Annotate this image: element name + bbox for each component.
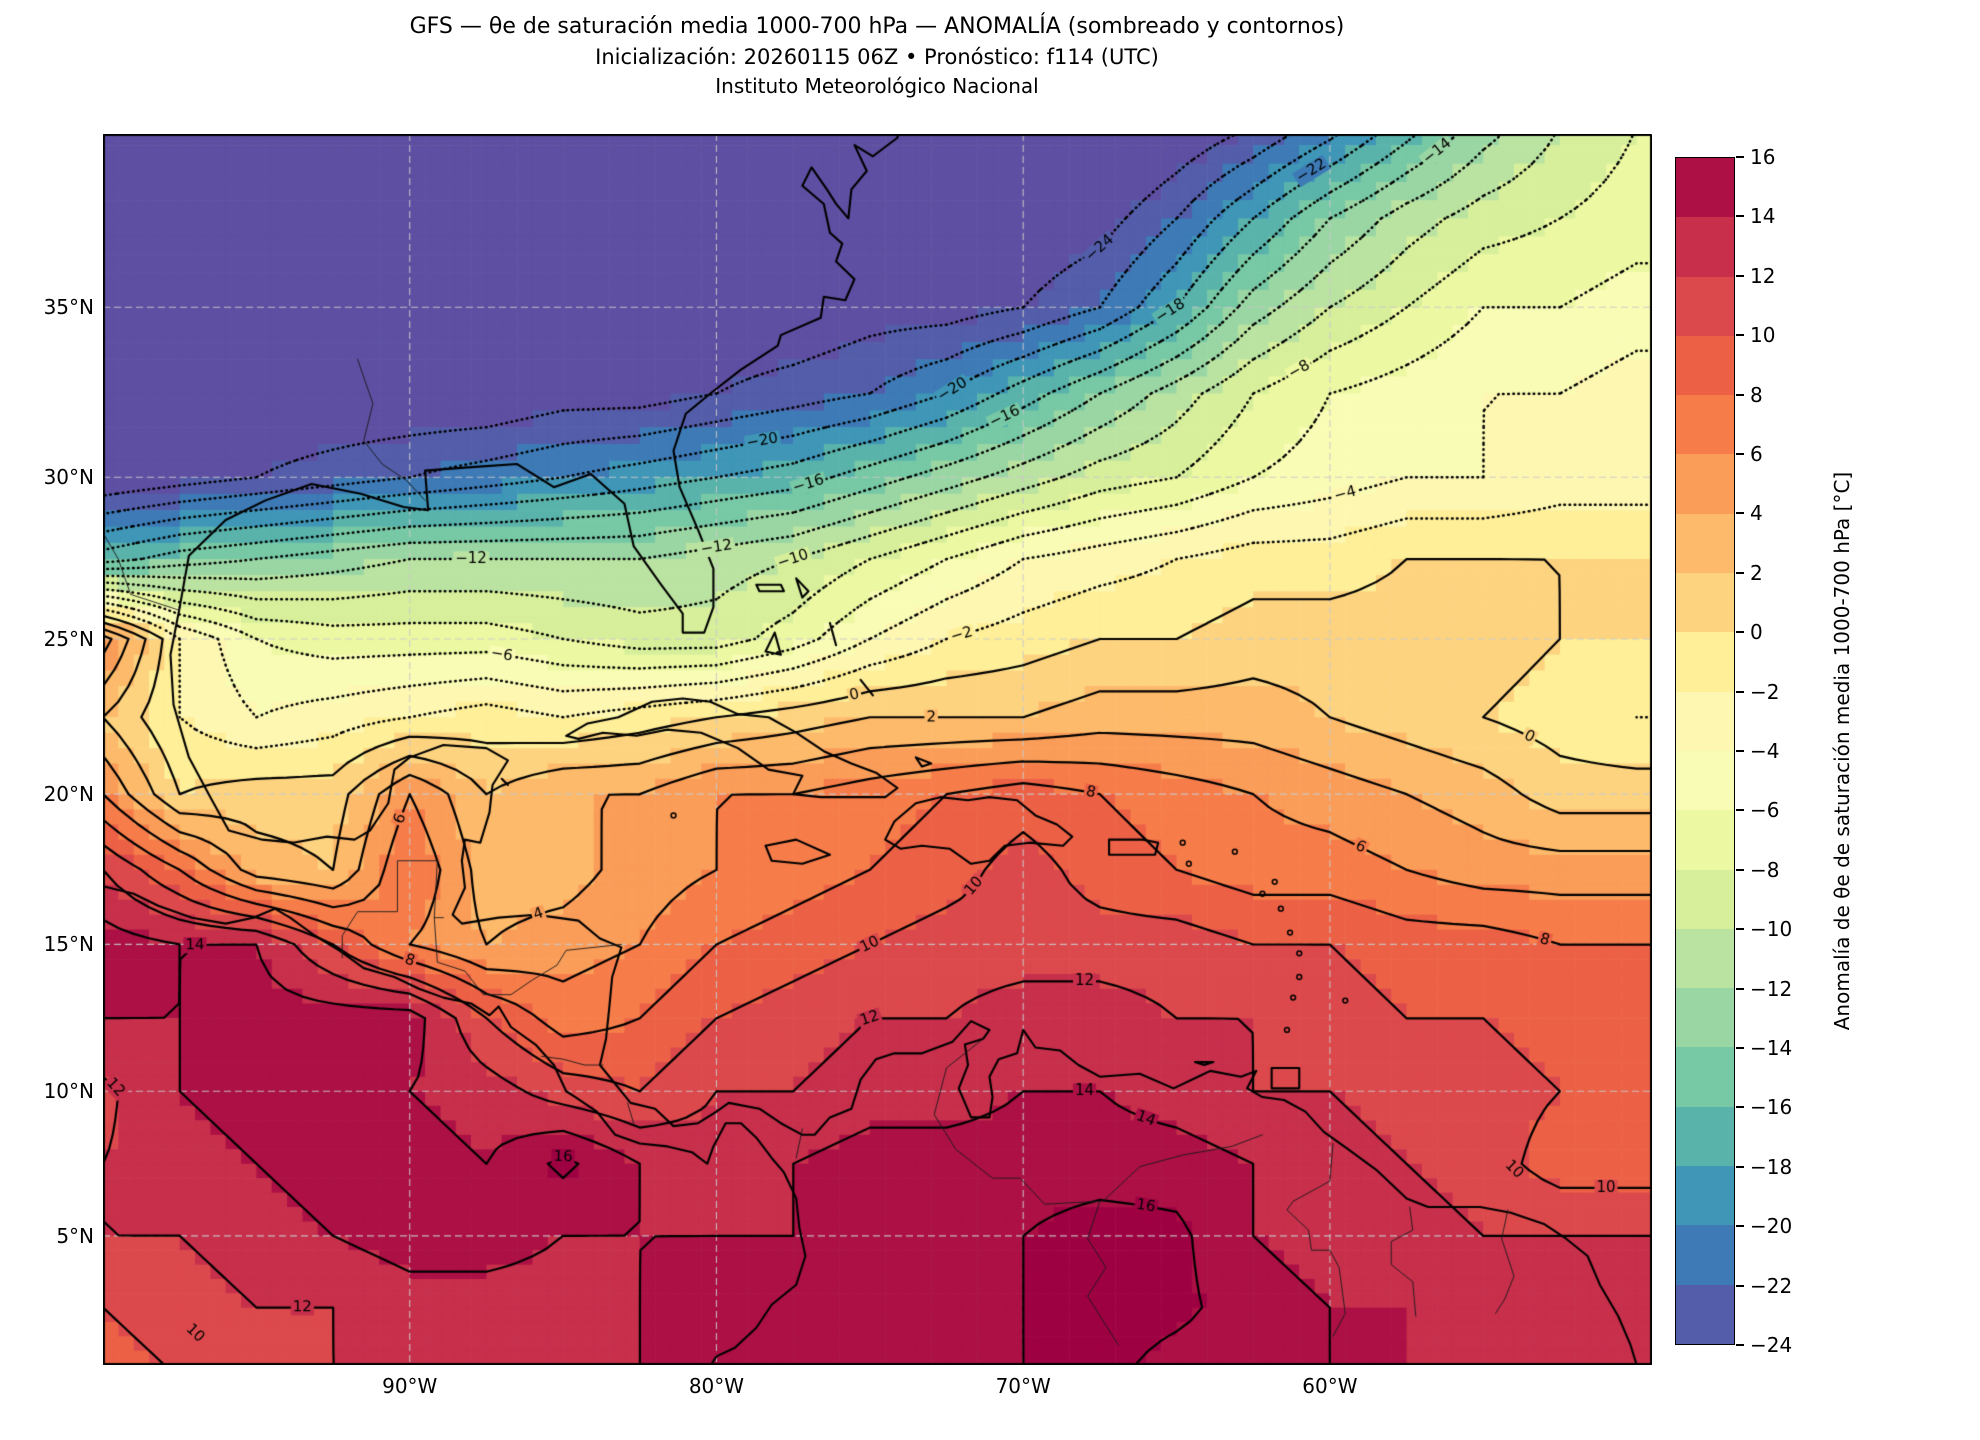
colorbar-tick-mark xyxy=(1736,928,1744,931)
colorbar-tick-mark xyxy=(1736,393,1744,396)
colorbar-segment xyxy=(1676,810,1734,870)
y-tick-label: 15°N xyxy=(43,932,94,957)
colorbar-axis-label: Anomalía de θe de saturación media 1000-… xyxy=(1830,471,1854,1031)
colorbar-tick-mark xyxy=(1736,1284,1744,1287)
colorbar-tick-label: 4 xyxy=(1750,501,1763,526)
colorbar-segment xyxy=(1676,335,1734,396)
colorbar-tick-mark xyxy=(1736,274,1744,277)
title-block: GFS — θe de saturación media 1000-700 hP… xyxy=(410,12,1345,100)
colorbar-segment xyxy=(1676,513,1734,574)
colorbar-tick-label: 14 xyxy=(1750,204,1776,229)
y-tick-label: 20°N xyxy=(43,782,94,807)
colorbar-segment xyxy=(1676,1225,1734,1285)
colorbar-segment xyxy=(1676,869,1734,929)
colorbar-tick-label: −6 xyxy=(1750,798,1780,823)
chart-institution: Instituto Meteorológico Nacional xyxy=(715,74,1039,98)
chart-subtitle: Inicialización: 20260115 06Z • Pronóstic… xyxy=(595,45,1159,69)
colorbar-tick-mark xyxy=(1736,453,1744,455)
colorbar-tick-mark xyxy=(1736,215,1744,218)
y-tick-label: 5°N xyxy=(56,1223,94,1248)
colorbar-tick-label: −10 xyxy=(1750,917,1793,942)
y-tick-label: 10°N xyxy=(43,1079,94,1104)
x-tick-label: 60°W xyxy=(1302,1374,1358,1398)
colorbar-tick-label: −14 xyxy=(1750,1036,1793,1060)
colorbar-segment xyxy=(1676,1284,1734,1344)
colorbar-tick-mark xyxy=(1736,1165,1744,1168)
colorbar xyxy=(1675,157,1735,1345)
colorbar-tick-mark xyxy=(1736,1225,1744,1228)
colorbar-segment xyxy=(1676,158,1734,218)
colorbar-tick-mark xyxy=(1736,1047,1744,1049)
colorbar-segment xyxy=(1676,217,1734,277)
colorbar-segment xyxy=(1676,1106,1734,1167)
colorbar-segment xyxy=(1676,691,1734,751)
colorbar-tick-label: 10 xyxy=(1750,323,1776,348)
colorbar-segment xyxy=(1676,395,1734,455)
colorbar-segment xyxy=(1676,454,1734,514)
colorbar-tick-mark xyxy=(1736,512,1744,515)
anomaly-map-canvas xyxy=(103,134,1652,1365)
colorbar-tick-label: −12 xyxy=(1750,976,1793,1001)
colorbar-tick-mark xyxy=(1736,631,1744,634)
colorbar-segment xyxy=(1676,988,1734,1048)
colorbar-tick-mark xyxy=(1736,690,1744,693)
colorbar-tick-mark xyxy=(1736,809,1744,812)
colorbar-tick-mark xyxy=(1736,571,1744,574)
colorbar-tick-mark xyxy=(1736,868,1744,871)
colorbar-tick-label: −16 xyxy=(1750,1095,1793,1120)
colorbar-segment xyxy=(1676,750,1734,811)
x-tick-label: 80°W xyxy=(688,1374,745,1398)
colorbar-tick-label: 16 xyxy=(1750,145,1776,169)
x-tick-label: 70°W xyxy=(995,1374,1051,1398)
colorbar-tick-label: 12 xyxy=(1750,263,1776,288)
x-tick-label: 90°W xyxy=(382,1374,438,1398)
colorbar-tick-label: −8 xyxy=(1750,857,1780,882)
chart-title: GFS — θe de saturación media 1000-700 hP… xyxy=(409,14,1345,39)
colorbar-tick-mark xyxy=(1736,334,1744,337)
colorbar-tick-label: 0 xyxy=(1750,620,1763,645)
colorbar-tick-mark xyxy=(1736,1106,1744,1109)
colorbar-tick-label: −2 xyxy=(1750,679,1780,704)
colorbar-tick-mark xyxy=(1736,750,1744,752)
y-tick-label: 35°N xyxy=(43,295,94,320)
colorbar-tick-label: 8 xyxy=(1750,382,1763,407)
colorbar-segment xyxy=(1676,928,1734,989)
colorbar-tick-mark xyxy=(1736,156,1744,158)
y-tick-label: 30°N xyxy=(43,465,94,490)
colorbar-tick-label: 6 xyxy=(1750,442,1763,466)
colorbar-segment xyxy=(1676,632,1734,692)
colorbar-tick-mark xyxy=(1736,987,1744,990)
colorbar-tick-mark xyxy=(1736,1344,1744,1346)
colorbar-segment xyxy=(1676,1047,1734,1107)
colorbar-tick-label: −22 xyxy=(1750,1273,1793,1298)
colorbar-tick-label: −20 xyxy=(1750,1214,1793,1239)
colorbar-tick-label: −18 xyxy=(1750,1154,1793,1179)
colorbar-segment xyxy=(1676,276,1734,336)
colorbar-segment xyxy=(1676,1166,1734,1226)
y-tick-label: 25°N xyxy=(43,626,94,651)
colorbar-tick-label: −24 xyxy=(1750,1333,1793,1357)
colorbar-tick-label: 2 xyxy=(1750,560,1763,585)
colorbar-tick-label: −4 xyxy=(1750,739,1780,763)
colorbar-segment xyxy=(1676,573,1734,633)
